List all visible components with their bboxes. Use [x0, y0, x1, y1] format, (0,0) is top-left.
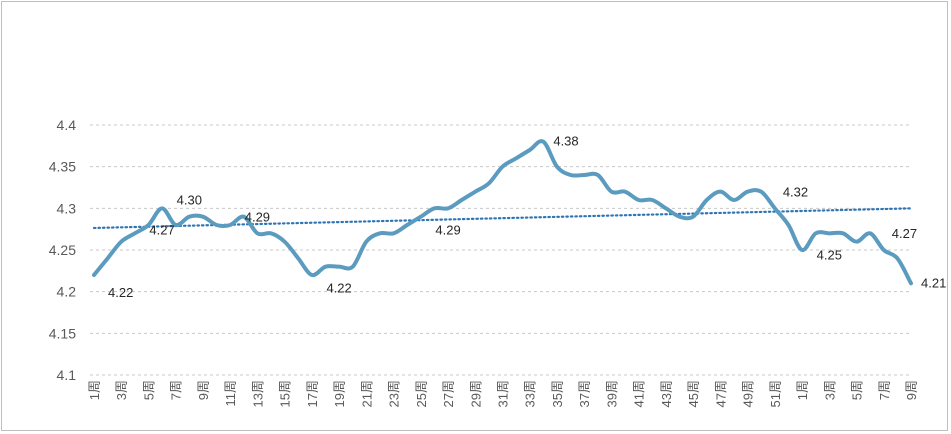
x-tick-label: 29周 [468, 380, 483, 407]
x-tick-label: 19周 [332, 380, 347, 407]
x-tick-label: 1周 [87, 380, 102, 400]
data-label: 4.29 [245, 209, 270, 224]
x-tick-label: 25周 [414, 380, 429, 407]
data-label: 4.27 [149, 222, 174, 237]
x-tick-label: 5周 [141, 380, 156, 400]
x-tick-label: 39周 [604, 380, 619, 407]
data-label: 4.22 [108, 285, 133, 300]
x-tick-label: 35周 [550, 380, 565, 407]
data-label: 4.32 [783, 184, 808, 199]
x-tick-label: 51周 [768, 380, 783, 407]
x-tick-label: 47周 [713, 380, 728, 407]
data-label: 4.25 [817, 247, 842, 262]
x-tick-label: 1周 [795, 380, 810, 400]
y-tick-label: 4.25 [49, 242, 76, 258]
y-tick-label: 4.4 [57, 117, 77, 133]
x-tick-label: 13周 [250, 380, 265, 407]
x-axis-ticks: 1周 3周 5周 7周 9周 11周 13周 15周 17周 19周 21周 23周 25周 27周 29周… [87, 380, 919, 407]
y-tick-label: 4.1 [57, 367, 77, 383]
x-tick-label: 3周 [114, 380, 129, 400]
x-tick-label: 43周 [659, 380, 674, 407]
y-tick-label: 4.2 [57, 284, 77, 300]
x-tick-label: 23周 [387, 380, 402, 407]
x-tick-label: 11周 [223, 380, 238, 407]
data-label: 4.27 [892, 226, 917, 241]
gridlines [90, 124, 911, 376]
series [92, 139, 913, 286]
x-tick-label: 9周 [196, 380, 211, 400]
x-tick-label: 41周 [632, 380, 647, 407]
x-tick-label: 3周 [822, 380, 837, 400]
x-tick-label: 17周 [305, 380, 320, 407]
data-label: 4.38 [553, 134, 578, 149]
x-tick-label: 33周 [523, 380, 538, 407]
data-labels: 4.224.274.304.294.224.294.384.324.254.27… [108, 134, 946, 300]
data-label: 4.21 [921, 275, 946, 290]
y-tick-label: 4.15 [49, 325, 76, 341]
x-tick-label: 45周 [686, 380, 701, 407]
x-tick-label: 7周 [877, 380, 892, 400]
x-tick-label: 37周 [577, 380, 592, 407]
x-tick-label: 31周 [496, 380, 511, 407]
x-tick-label: 27周 [441, 380, 456, 407]
x-tick-label: 15周 [278, 380, 293, 407]
data-label: 4.30 [177, 193, 202, 208]
x-tick-label: 5周 [850, 380, 865, 400]
data-label: 4.29 [435, 222, 460, 237]
y-tick-label: 4.35 [49, 159, 76, 175]
x-tick-label: 49周 [741, 380, 756, 407]
y-axis-ticks: 4.1 4.15 4.2 4.25 4.3 4.35 4.4 [49, 117, 76, 383]
data-label: 4.22 [326, 281, 351, 296]
y-tick-label: 4.3 [57, 200, 77, 216]
x-tick-label: 9周 [904, 380, 919, 400]
x-tick-label: 7周 [169, 380, 184, 400]
series-line [92, 139, 913, 286]
x-tick-label: 21周 [359, 380, 374, 407]
